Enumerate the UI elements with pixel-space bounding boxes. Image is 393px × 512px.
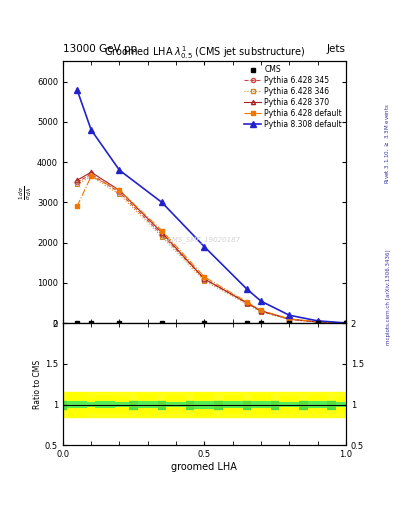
Bar (336, 397, 356, 413)
Text: Jets: Jets (327, 44, 346, 54)
Bar (110, 396, 129, 414)
Bar (336, 402, 356, 407)
Bar (166, 395, 186, 415)
Bar (138, 394, 158, 415)
X-axis label: groomed LHA: groomed LHA (171, 462, 237, 472)
Legend: CMS, Pythia 6.428 345, Pythia 6.428 346, Pythia 6.428 370, Pythia 6.428 default,: CMS, Pythia 6.428 345, Pythia 6.428 346,… (243, 63, 343, 131)
Y-axis label: $\frac{1}{\sigma}\frac{d\sigma}{d\lambda}$: $\frac{1}{\sigma}\frac{d\sigma}{d\lambda… (18, 185, 34, 200)
Bar (251, 394, 271, 415)
Bar (251, 401, 271, 408)
Bar (223, 395, 242, 415)
Bar (67, 393, 87, 417)
Bar (166, 402, 186, 407)
Bar (223, 401, 242, 408)
Bar (195, 393, 214, 416)
Text: 13000 GeV pp: 13000 GeV pp (63, 44, 137, 54)
Bar (110, 402, 129, 407)
Bar (63, 393, 346, 417)
Bar (95, 401, 115, 408)
Bar (195, 400, 214, 409)
Bar (81, 397, 101, 413)
Text: Rivet 3.1.10, $\geq$ 3.3M events: Rivet 3.1.10, $\geq$ 3.3M events (384, 103, 391, 184)
Text: mcplots.cern.ch [arXiv:1306.3436]: mcplots.cern.ch [arXiv:1306.3436] (386, 249, 391, 345)
Bar (81, 402, 101, 407)
Title: Groomed LHA $\lambda^{1}_{0.5}$ (CMS jet substructure): Groomed LHA $\lambda^{1}_{0.5}$ (CMS jet… (104, 45, 305, 61)
Bar (95, 395, 115, 415)
Bar (67, 401, 87, 408)
Bar (63, 400, 346, 409)
Text: CMS_SMP_19020187: CMS_SMP_19020187 (168, 236, 241, 243)
Bar (308, 401, 327, 408)
Bar (308, 395, 327, 415)
Bar (279, 396, 299, 414)
Y-axis label: Ratio to CMS: Ratio to CMS (33, 360, 42, 409)
Bar (279, 402, 299, 407)
Bar (138, 401, 158, 408)
